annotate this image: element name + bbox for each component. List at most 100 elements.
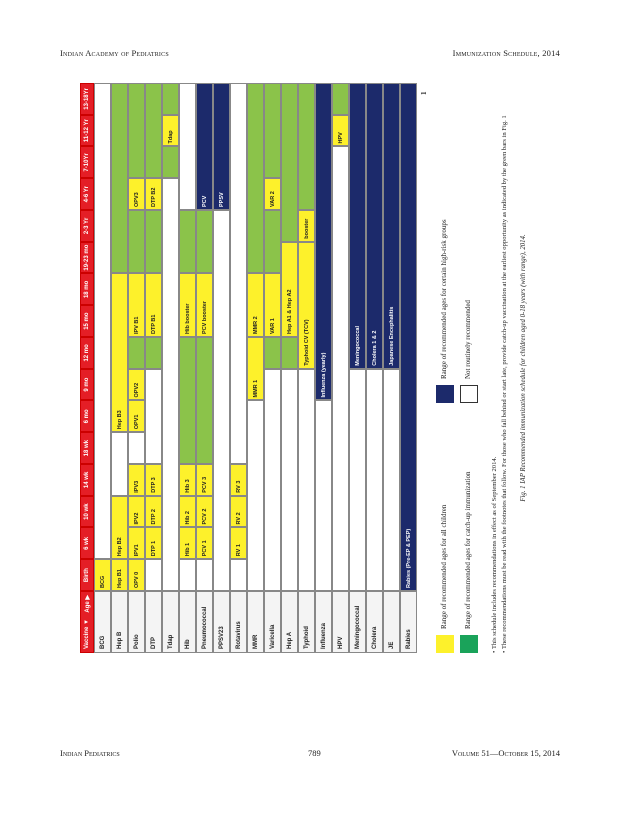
- schedule-cell: [196, 210, 213, 274]
- legend-swatch-yellow: [436, 635, 454, 653]
- column-header: 4-6 Yr: [80, 178, 94, 210]
- schedule-cell: [298, 368, 315, 591]
- schedule-cell: [349, 368, 366, 591]
- column-header: 6 mo: [80, 400, 94, 433]
- schedule-cell: [179, 83, 196, 210]
- schedule-cell: [264, 368, 281, 591]
- row-label: DTP: [145, 591, 162, 653]
- schedule-cell: [264, 210, 281, 274]
- schedule-cell: PCV 3: [196, 464, 213, 496]
- column-header: 15 mo: [80, 305, 94, 337]
- column-header: 19-23 mo: [80, 241, 94, 274]
- schedule-cell: [162, 146, 179, 179]
- column-header: 18 wk: [80, 432, 94, 464]
- schedule-cell: PCV booster: [196, 273, 213, 337]
- schedule-cell: Hib booster: [179, 273, 196, 337]
- table-corner-header: Vaccine ▼ Age ▶: [80, 591, 94, 653]
- schedule-cell: Japanese Encephalitis: [383, 83, 400, 369]
- schedule-cell: Hep A1 & Hep A2: [281, 241, 298, 337]
- schedule-cell: Rabies (Pre-EP & PEP): [400, 83, 417, 591]
- row-label: Varicella: [264, 591, 281, 653]
- schedule-cell: [145, 368, 162, 464]
- schedule-cell: Hep B3: [111, 273, 128, 433]
- row-label: Tdap: [162, 591, 179, 653]
- legend-swatch-green: [460, 635, 478, 653]
- row-label: Rabies: [400, 591, 417, 653]
- row-label: Pneumococcal: [196, 591, 213, 653]
- page-number: 1: [420, 91, 428, 96]
- schedule-cell: Cholera 1 & 2: [366, 83, 383, 369]
- rotated-figure: Vaccine ▼ Age ▶ Birth 6 wk 10 wk 14 wk 18 wk 6 …: [80, 83, 554, 653]
- row-label: BCG: [94, 591, 111, 653]
- schedule-cell: [332, 146, 349, 591]
- schedule-cell: DTP B2: [145, 178, 162, 210]
- row-label: HPV: [332, 591, 349, 653]
- running-footer-left: Indian Pediatrics: [60, 748, 120, 758]
- schedule-cell: [162, 83, 179, 115]
- legend: Range of recommended ages for all childr…: [432, 83, 492, 653]
- column-header: 2-3 Yr: [80, 210, 94, 242]
- schedule-cell: booster: [298, 210, 315, 242]
- column-header: 18 mo: [80, 273, 94, 306]
- schedule-cell: [162, 178, 179, 591]
- schedule-cell: [128, 432, 145, 464]
- schedule-cell: [128, 337, 145, 369]
- schedule-cell: OPV3: [128, 178, 145, 210]
- row-label: Hep B: [111, 591, 128, 653]
- legend-white-label: Not routinely recommended: [464, 300, 472, 379]
- schedule-cell: PCV 1: [196, 527, 213, 560]
- row-label: Hep A: [281, 591, 298, 653]
- schedule-cell: [111, 83, 128, 274]
- figure-caption: Fig. 1 IAP Recommended immunization sche…: [520, 234, 527, 502]
- schedule-cell: Hib 3: [179, 464, 196, 496]
- schedule-cell: [247, 83, 264, 274]
- schedule-cell: BCG: [94, 559, 111, 591]
- running-header-right: Immunization Schedule, 2014: [452, 48, 560, 58]
- schedule-cell: [145, 337, 162, 369]
- schedule-cell: [179, 559, 196, 591]
- schedule-cell: Hep B1: [111, 559, 128, 591]
- schedule-cell: IPV1: [128, 527, 145, 560]
- legend-navy-label: Range of recommended ages for certain hi…: [440, 219, 448, 379]
- schedule-cell: [128, 83, 145, 179]
- schedule-cell: RV 3: [230, 464, 247, 496]
- schedule-cell: Tdap: [162, 114, 179, 147]
- schedule-cell: IPV B1: [128, 273, 145, 337]
- schedule-cell: [247, 400, 264, 591]
- schedule-cell: Meningococcal: [349, 83, 366, 369]
- running-header-left: Indian Academy of Pediatrics: [60, 48, 169, 58]
- legend-green-label: Range of recommended ages for catch-up i…: [464, 471, 472, 629]
- row-label: JE: [383, 591, 400, 653]
- schedule-cell: [179, 337, 196, 464]
- schedule-cell: [111, 432, 128, 496]
- row-label: Meningococcal: [349, 591, 366, 653]
- schedule-cell: DTP 1: [145, 527, 162, 560]
- running-footer-right: Volume 51—October 15, 2014: [451, 748, 560, 758]
- schedule-cell: [315, 400, 332, 591]
- schedule-cell: [94, 83, 111, 560]
- row-label: Polio: [128, 591, 145, 653]
- schedule-cell: DTP 3: [145, 464, 162, 496]
- schedule-cell: DTP B1: [145, 273, 162, 337]
- schedule-cell: OPV1: [128, 400, 145, 433]
- schedule-cell: Hib 1: [179, 527, 196, 560]
- schedule-cell: [179, 210, 196, 274]
- running-footer-page: 789: [308, 748, 321, 758]
- legend-swatch-white: [460, 385, 478, 403]
- schedule-cell: Influenza (yearly): [315, 83, 332, 401]
- schedule-cell: [213, 210, 230, 591]
- row-label: Hib: [179, 591, 196, 653]
- legend-swatch-navy: [436, 385, 454, 403]
- schedule-cell: [230, 83, 247, 464]
- legend-yellow-label: Range of recommended ages for all childr…: [440, 504, 448, 629]
- schedule-cell: HPV: [332, 114, 349, 147]
- row-label: Typhoid: [298, 591, 315, 653]
- column-header: 14 wk: [80, 464, 94, 496]
- schedule-cell: OPV 0: [128, 559, 145, 591]
- corner-age-label: Age ▶: [84, 595, 91, 613]
- schedule-cell: PPSV: [213, 83, 230, 210]
- schedule-cell: [196, 337, 213, 464]
- schedule-cell: VAR 1: [264, 273, 281, 337]
- row-label: PPSV23: [213, 591, 230, 653]
- corner-vaccine-label: Vaccine ▼: [84, 619, 90, 649]
